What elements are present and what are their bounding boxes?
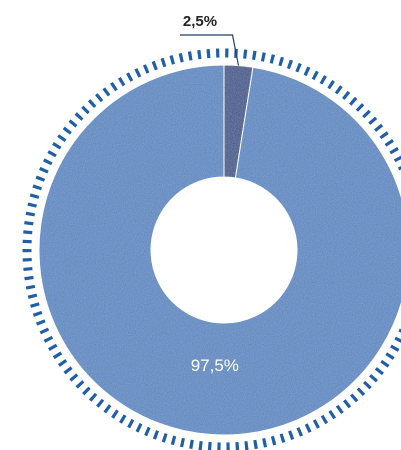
slice — [38, 64, 401, 436]
leader-line — [180, 34, 240, 66]
data-label: 97,5% — [191, 356, 239, 375]
decorative-ring — [22, 48, 401, 450]
data-label: 2,5% — [183, 13, 217, 30]
